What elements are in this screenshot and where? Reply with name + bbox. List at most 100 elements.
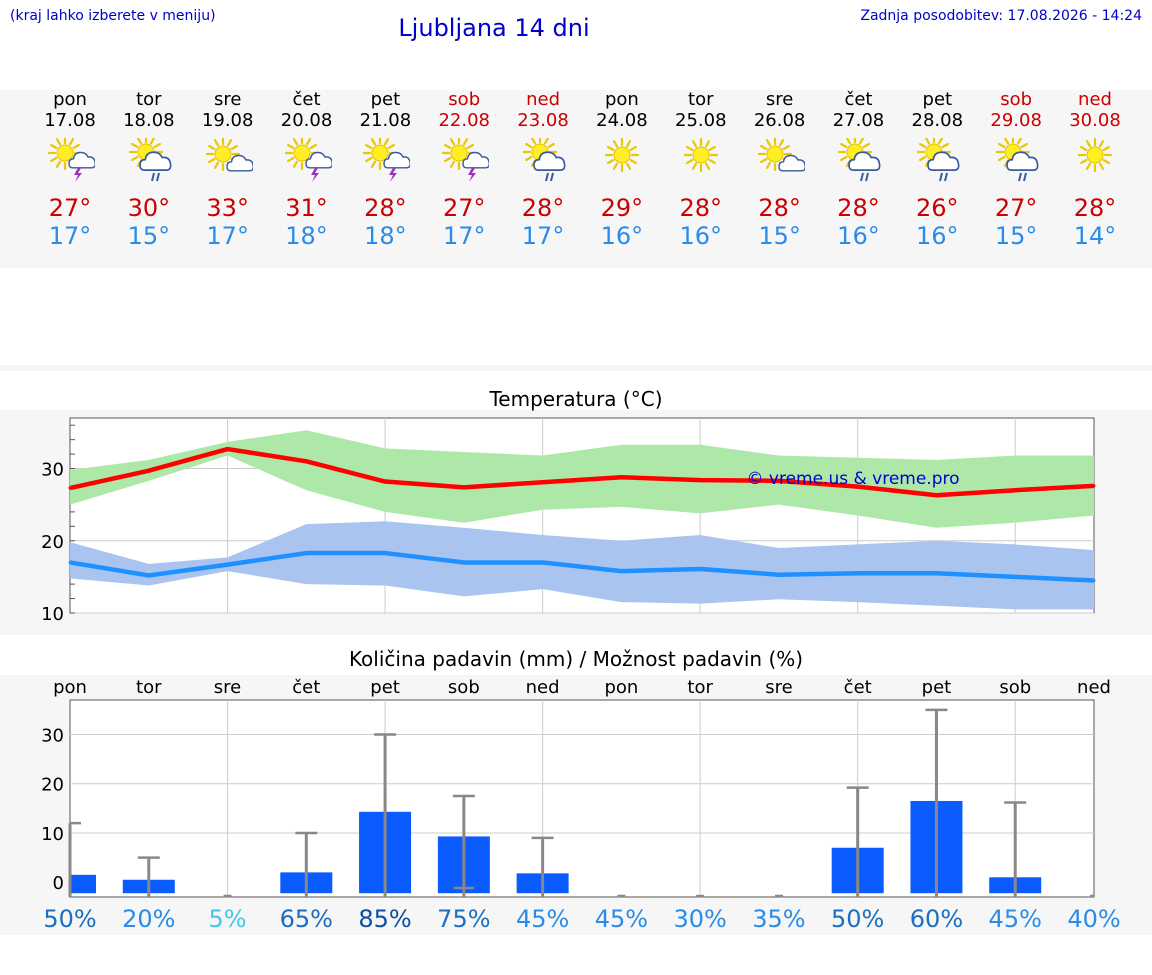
x-tick-label: pon <box>604 677 638 698</box>
precipitation-probability: 65% <box>280 905 333 933</box>
min-temperature: 15° <box>758 222 801 250</box>
day-name: tor <box>136 89 162 110</box>
max-temperature-point <box>698 478 702 482</box>
x-tick-label: sob <box>999 677 1031 698</box>
precipitation-probability: 75% <box>437 905 490 933</box>
y-tick-label: 0 <box>53 873 64 894</box>
precipitation-probability: 50% <box>43 905 96 933</box>
min-temperature: 14° <box>1073 222 1117 250</box>
cloud-shape <box>533 151 566 171</box>
day-name: ned <box>526 89 561 110</box>
sun-shape <box>1077 138 1113 173</box>
temperature-chart: 10 20 30 © vreme.us & vreme.pro <box>41 417 1096 625</box>
day-column: čet 20.08 31° 18° <box>267 90 347 251</box>
max-temperature: 30° <box>127 194 171 222</box>
x-tick-label: tor <box>136 677 162 698</box>
day-name: pet <box>370 89 401 110</box>
day-date: 22.08 <box>438 110 490 131</box>
max-temperature: 27° <box>48 194 92 222</box>
cloud-shape <box>927 151 960 171</box>
sun-cloud-thunder-icon <box>363 138 411 182</box>
max-temperature: 28° <box>521 194 565 222</box>
min-temperature: 17° <box>206 222 249 250</box>
max-temperature-point <box>856 485 860 489</box>
precipitation-probability: 35% <box>752 905 805 933</box>
sun-cloud-thunder-icon <box>284 138 332 182</box>
day-name: sob <box>448 89 481 110</box>
sun-shape <box>683 138 718 173</box>
day-name: pon <box>53 89 87 110</box>
y-tick-label: 20 <box>41 775 64 796</box>
daily-forecast-strip <box>0 90 1152 268</box>
day-name: pon <box>604 89 639 110</box>
max-temperature-line <box>69 446 1095 498</box>
day-column: ned 30.08 28° 14° <box>1055 90 1135 251</box>
rain-shape <box>860 172 870 182</box>
max-temperature: 27° <box>442 194 486 222</box>
sun-icon <box>604 138 640 173</box>
precipitation-probability: 45% <box>989 905 1042 933</box>
max-temperature: 28° <box>364 194 407 222</box>
min-temperature: 18° <box>364 222 407 250</box>
precipitation-chart: 0 10 20 30 pon tor sre čet pet sob ned pon tor sre čet… <box>41 677 1121 933</box>
sun-cloud-thunder-icon <box>47 138 95 182</box>
cloud-shape <box>1006 151 1039 171</box>
min-temperature: 17° <box>48 222 92 250</box>
cloud-shape <box>139 151 172 171</box>
cloud-shape <box>848 151 881 171</box>
day-column: čet 27.08 28° 16° <box>818 89 898 251</box>
day-name: čet <box>844 89 873 110</box>
sun-shape <box>604 138 640 173</box>
precipitation-probability: 30% <box>673 905 726 933</box>
max-temperature: 31° <box>285 194 328 222</box>
min-temperature-point <box>856 571 860 575</box>
min-temperature: 16° <box>679 222 723 250</box>
day-name: sre <box>765 89 794 110</box>
day-name: pet <box>922 89 953 110</box>
day-name: sre <box>213 89 242 110</box>
max-temperature: 28° <box>758 194 801 222</box>
rain-shape <box>545 172 555 182</box>
max-temperature: 28° <box>1073 194 1117 222</box>
min-temperature-point <box>462 560 466 564</box>
precipitation-probability: 20% <box>122 905 175 933</box>
cloud-shape <box>383 151 411 169</box>
rain-shape <box>939 172 949 182</box>
min-temperature-point <box>226 563 230 567</box>
page-title: Ljubljana 14 dni <box>398 14 590 42</box>
min-temperature-point <box>68 560 72 564</box>
lightning-shape <box>74 168 82 182</box>
x-tick-label: ned <box>526 677 560 698</box>
sun-cloud-thunder-icon <box>442 138 490 182</box>
sun-cloud-rain-icon <box>522 138 566 182</box>
cloud-shape <box>225 154 253 172</box>
min-temperature-point <box>541 560 545 564</box>
cloud-shape <box>462 151 490 169</box>
max-temperature-point <box>777 479 781 483</box>
day-column: tor 25.08 28° 16° <box>661 90 741 251</box>
max-temperature: 33° <box>206 194 249 222</box>
day-date: 17.08 <box>44 110 96 131</box>
max-temperature-point <box>226 447 230 451</box>
day-date: 30.08 <box>1069 110 1121 131</box>
x-tick-label: tor <box>687 677 713 698</box>
max-temperature-point <box>1013 488 1017 492</box>
sun-small-cloud-icon <box>205 138 253 172</box>
max-temperature: 28° <box>837 194 880 222</box>
sun-cloud-rain-icon <box>996 138 1039 182</box>
sun-cloud-rain-icon <box>917 138 960 182</box>
max-temperature-point <box>541 480 545 484</box>
precipitation-probability: 40% <box>1067 905 1120 933</box>
min-temperature-point <box>777 573 781 577</box>
min-temperature-point <box>934 571 938 575</box>
sun-cloud-rain-icon <box>128 138 172 182</box>
rain-shape <box>150 172 160 182</box>
last-updated: Zadnja posodobitev: 17.08.2026 - 14:24 <box>860 8 1142 24</box>
y-tick-label: 30 <box>41 725 64 746</box>
temperature-chart-title: Temperatura (°C) <box>489 387 663 411</box>
day-column: pet 28.08 26° 16° <box>897 89 977 251</box>
x-tick-label: sre <box>765 677 792 698</box>
day-date: 28.08 <box>911 110 964 131</box>
day-date: 18.08 <box>123 110 175 131</box>
x-tick-label: pet <box>922 677 952 698</box>
